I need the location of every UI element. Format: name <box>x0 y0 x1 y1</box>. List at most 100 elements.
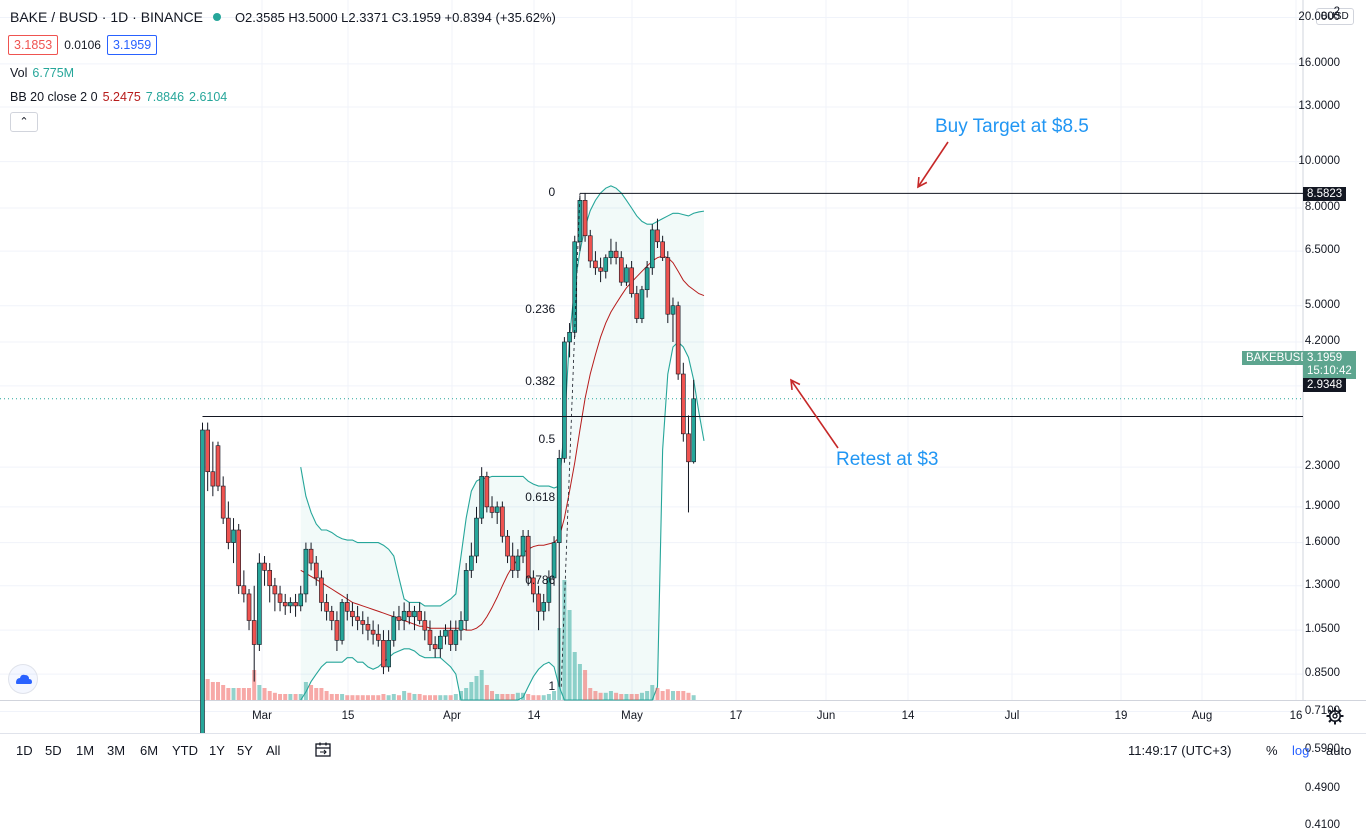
volume-bar <box>298 694 303 700</box>
volume-bar <box>634 694 639 700</box>
log-scale-toggle[interactable]: log <box>1292 743 1310 758</box>
price-axis-label: 5.0000 <box>1304 298 1340 311</box>
candle-body <box>406 610 412 618</box>
timeframe-button[interactable]: 1Y <box>209 743 225 758</box>
timeframe-button[interactable]: 6M <box>140 743 159 758</box>
volume-bar <box>241 688 246 700</box>
candle-body <box>639 289 645 319</box>
volume-legend[interactable]: Vol 6.775M <box>10 66 74 80</box>
symbol-title[interactable]: BAKE / BUSD · 1D · BINANCE <box>10 9 203 25</box>
chevron-up-icon: ⌃ <box>19 116 29 128</box>
timeframe-button[interactable]: 1D <box>16 743 33 758</box>
price-axis-label: 2 <box>1333 6 1340 18</box>
candle-body <box>272 585 278 595</box>
price-axis-label: 1.6000 <box>1304 535 1340 548</box>
candle-body <box>644 267 650 291</box>
price-axis-label: 1.0500 <box>1304 623 1340 636</box>
volume-bar <box>629 694 634 700</box>
price-axis-label: 6.5000 <box>1304 244 1340 257</box>
time-axis-label: May <box>621 710 643 722</box>
candle-body <box>484 476 490 508</box>
volume-bar <box>681 691 686 700</box>
tradingview-cloud-icon[interactable] <box>9 665 37 693</box>
candle-body <box>251 620 257 645</box>
percent-scale-toggle[interactable]: % <box>1266 743 1278 758</box>
candle-body <box>370 629 376 635</box>
volume-bar <box>252 670 257 700</box>
fib-label: 0.236 <box>525 301 556 316</box>
candle-body <box>463 570 469 621</box>
volume-bar <box>427 695 432 700</box>
candle-body <box>344 602 350 612</box>
volume-bar <box>396 695 401 700</box>
time-axis-label: 15 <box>341 710 355 722</box>
volume-bar <box>329 694 334 700</box>
volume-bar <box>443 695 448 700</box>
candle-body <box>531 577 536 595</box>
candle-body <box>267 570 273 587</box>
annotation-buy-target[interactable]: Buy Target at $8.5 <box>935 116 1089 137</box>
candle-body <box>546 577 552 603</box>
timeframe-button[interactable]: 5Y <box>237 743 253 758</box>
candle-body <box>277 593 283 603</box>
clock-timezone[interactable]: 11:49:17 (UTC+3) <box>1128 743 1232 758</box>
collapse-legend-button[interactable]: ⌃ <box>10 112 38 132</box>
timeframe-button[interactable]: 3M <box>107 743 126 758</box>
gear-icon <box>1326 707 1344 725</box>
auto-scale-toggle[interactable]: auto <box>1326 743 1352 758</box>
candle-body <box>210 471 216 487</box>
date-range-button[interactable] <box>314 741 332 759</box>
price-chart[interactable] <box>0 0 1366 733</box>
timeframe-button[interactable]: 5D <box>45 743 62 758</box>
fib-label: 0.618 <box>525 490 556 505</box>
volume-bar <box>345 695 350 700</box>
timeframe-button[interactable]: 1M <box>76 743 95 758</box>
time-axis-label: 14 <box>901 710 915 722</box>
chart-header: BAKE / BUSD · 1D · BINANCE O2.3585 H3.500… <box>10 9 556 25</box>
volume-value: 6.775M <box>32 66 75 80</box>
bid-ask-row: 3.1853 0.0106 3.1959 <box>8 35 158 55</box>
volume-bar <box>422 695 427 700</box>
price-axis-label: 1.3000 <box>1304 578 1340 591</box>
candle-body <box>536 593 541 612</box>
price-axis-label: 0.8500 <box>1304 667 1340 680</box>
fib-label: 0.786 <box>525 573 556 588</box>
volume-bar <box>267 691 272 700</box>
currency-label[interactable]: BUSD <box>1316 8 1354 25</box>
candle-body <box>686 433 691 463</box>
volume-bar <box>381 694 386 700</box>
sell-price-button[interactable]: 3.1853 <box>8 35 59 55</box>
candle-body <box>396 616 402 621</box>
candle-body <box>443 629 448 637</box>
annotation-retest[interactable]: Retest at $3 <box>836 449 939 470</box>
bollinger-legend[interactable]: BB 20 close 2 0 5.2475 7.8846 2.6104 <box>10 90 227 104</box>
volume-bar <box>588 688 593 700</box>
candle-body <box>215 445 221 487</box>
volume-bar <box>645 691 650 700</box>
candle-body <box>375 633 381 641</box>
bb-label: BB 20 close 2 0 <box>10 90 98 104</box>
candle-body <box>567 331 572 343</box>
candle-body <box>649 229 655 269</box>
candle-body <box>246 593 252 621</box>
volume-bar <box>490 691 495 700</box>
candle-body <box>200 429 205 733</box>
timeframe-button[interactable]: YTD <box>172 743 198 758</box>
candle-body <box>381 640 386 668</box>
volume-bar <box>412 694 417 700</box>
volume-bar <box>247 688 252 700</box>
volume-bar <box>216 682 221 700</box>
volume-bar <box>262 688 267 700</box>
candle-body <box>282 602 288 607</box>
chart-settings-button[interactable] <box>1325 706 1345 726</box>
retest-arrow <box>790 379 839 449</box>
buy-price-button[interactable]: 3.1959 <box>106 35 158 55</box>
timeframe-button[interactable]: All <box>266 743 281 758</box>
volume-bar <box>495 694 500 700</box>
volume-bar <box>278 694 283 700</box>
candle-body <box>401 610 407 621</box>
candle-body <box>675 305 681 375</box>
volume-bar <box>407 692 412 700</box>
candle-body <box>469 555 474 571</box>
volume-bar <box>231 688 236 700</box>
